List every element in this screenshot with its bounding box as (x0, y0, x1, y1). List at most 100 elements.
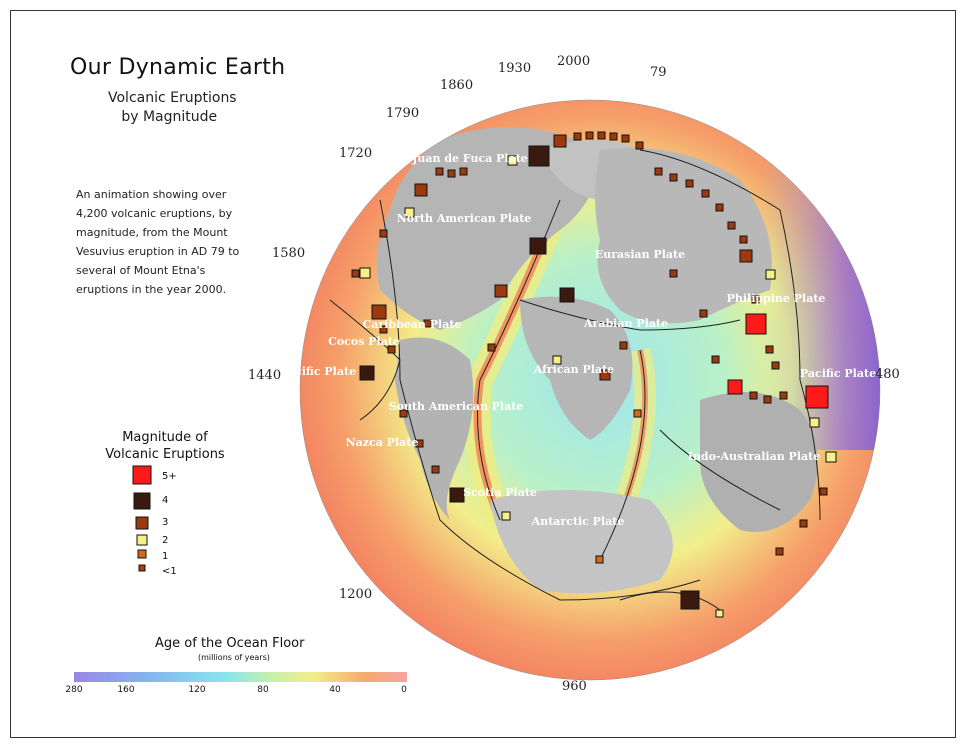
eruption-marker (507, 155, 518, 166)
eruption-marker (699, 309, 708, 318)
eruption-marker (359, 267, 371, 279)
eruption-marker (595, 555, 604, 564)
magnitude-swatch-2 (136, 534, 148, 546)
plate-label: South American Plate (389, 400, 524, 413)
magnitude-label: <1 (162, 566, 177, 577)
year-label-960: 960 (562, 679, 587, 694)
magnitude-swatch-lt1 (138, 564, 146, 572)
eruption-marker (701, 189, 710, 198)
plate-label: Eurasian Plate (595, 248, 685, 261)
eruption-marker (435, 167, 444, 176)
eruption-marker (751, 295, 760, 304)
eruption-marker (487, 343, 496, 352)
eruption-marker (680, 590, 700, 610)
eruption-marker (771, 361, 780, 370)
eruption-marker (459, 167, 468, 176)
eruption-marker (609, 132, 618, 141)
magnitude-label: 2 (162, 535, 169, 546)
year-label-480: 480 (875, 367, 900, 382)
eruption-marker (529, 237, 547, 255)
magnitude-label: 4 (162, 495, 169, 506)
eruption-marker (423, 319, 432, 328)
eruption-marker (715, 609, 724, 618)
eruption-marker (654, 167, 663, 176)
age-color-bar (74, 672, 407, 682)
magnitude-legend-title: Magnitude of Volcanic Eruptions (105, 430, 225, 462)
age-tick: 280 (65, 685, 83, 695)
eruption-marker (379, 325, 388, 334)
plate-labels: Juan de Fuca Plate North American Plate … (280, 152, 876, 528)
eruption-marker (447, 169, 456, 178)
eruption-marker (727, 379, 743, 395)
eruption-marker (779, 391, 788, 400)
plate-label: North American Plate (397, 212, 532, 225)
eruption-marker (371, 304, 387, 320)
year-label-1440: 1440 (248, 368, 282, 383)
eruption-marker (599, 369, 611, 381)
australia-land (700, 392, 818, 532)
eruption-marker (351, 269, 360, 278)
year-label-1860: 1860 (440, 78, 474, 93)
eruption-marker (415, 439, 424, 448)
magnitude-swatch-5plus (132, 465, 152, 485)
plate-label: Scotia Plate (463, 486, 537, 499)
eruption-marker (387, 345, 396, 354)
plate-label: Antarctic Plate (531, 515, 625, 528)
year-label-1580: 1580 (272, 246, 306, 261)
age-legend-title: Age of the Ocean Floor (155, 636, 305, 651)
eruption-marker (553, 134, 567, 148)
plate-label: Arabian Plate (583, 317, 668, 330)
plate-label: Nazca Plate (346, 436, 419, 449)
eruption-marker (552, 355, 562, 365)
map-title: Our Dynamic Earth (70, 55, 286, 80)
eruption-marker (633, 409, 642, 418)
plate-label: Pacific Plate (800, 367, 876, 380)
eruption-marker (494, 284, 508, 298)
eruption-marker (765, 269, 776, 280)
eruption-marker (715, 203, 724, 212)
eruption-marker (805, 385, 829, 409)
plate-label: Juan de Fuca Plate (411, 152, 528, 165)
eruption-marker (359, 365, 375, 381)
eruption-marker (775, 547, 784, 556)
magnitude-label: 5+ (162, 471, 177, 482)
eruption-marker (597, 131, 606, 140)
eruption-marker (379, 229, 388, 238)
eruption-marker (573, 132, 582, 141)
plate-label: Philippine Plate (727, 292, 826, 305)
eruption-marker (799, 519, 808, 528)
age-tick: 40 (329, 685, 341, 695)
eruption-marker (621, 134, 630, 143)
eruption-marker (404, 207, 415, 218)
eruption-marker (501, 511, 511, 521)
magnitude-swatch-1 (137, 549, 147, 559)
south-america-land (395, 337, 474, 520)
eruption-marker (669, 269, 678, 278)
eruption-marker (528, 145, 550, 167)
antarctica-land (490, 490, 673, 594)
eruption-marker (825, 451, 837, 463)
year-label-1930: 1930 (498, 61, 532, 76)
eruption-marker (739, 235, 748, 244)
magnitude-legend-swatches (132, 465, 152, 572)
eruption-marker (669, 173, 678, 182)
year-label-1790: 1790 (386, 106, 420, 121)
eruption-markers (351, 131, 837, 618)
eruption-marker (749, 391, 758, 400)
magnitude-swatch-3 (135, 516, 149, 530)
plate-label: Pacific Plate (280, 365, 356, 378)
eruption-marker (765, 345, 774, 354)
eruption-marker (585, 131, 594, 140)
plate-label: Cocos Plate (328, 335, 400, 348)
magnitude-swatch-4 (133, 492, 151, 510)
year-label-79: 79 (650, 65, 667, 80)
eurasia-land (595, 148, 772, 324)
age-tick: 120 (188, 685, 206, 695)
eruption-marker (414, 183, 428, 197)
plate-label: Caribbean Plate (363, 318, 462, 331)
africa-land (520, 296, 633, 440)
magnitude-label: 1 (162, 551, 169, 562)
eruption-marker (619, 341, 628, 350)
age-tick: 80 (257, 685, 269, 695)
